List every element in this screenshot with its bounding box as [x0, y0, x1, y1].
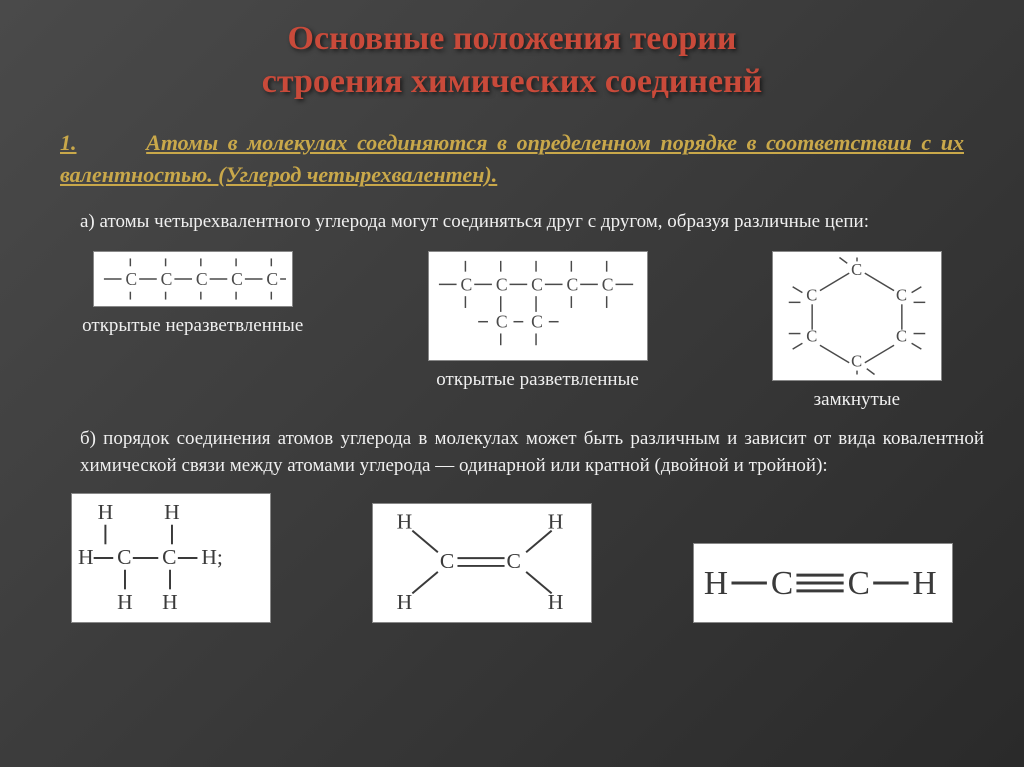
cyclic-chain-label: замкнутые [814, 389, 900, 412]
double-bond-diagram: H H C C H H [372, 503, 592, 623]
svg-text:C: C [507, 549, 521, 573]
svg-text:C: C [125, 269, 137, 289]
branched-chain-label: открытые разветвленные [436, 369, 639, 392]
subpoint-a: а) атомы четырехвалентного углерода могу… [0, 201, 1024, 242]
svg-text:C: C [160, 269, 172, 289]
svg-text:C: C [896, 286, 907, 305]
svg-text:C: C [851, 260, 862, 279]
svg-text:H: H [97, 500, 113, 524]
svg-text:C: C [440, 549, 454, 573]
svg-text:C: C [531, 312, 543, 332]
svg-text:H: H [704, 565, 728, 602]
svg-text:C: C [806, 286, 817, 305]
cyclic-chain-diagram: C C C C C C [772, 251, 942, 381]
svg-text:C: C [117, 545, 131, 569]
svg-text:C: C [495, 312, 507, 332]
svg-text:H: H [78, 545, 94, 569]
branched-chain-diagram: C C C C C [428, 251, 648, 361]
svg-text:C: C [566, 275, 578, 295]
svg-text:H: H [397, 510, 413, 534]
svg-text:C: C [531, 275, 543, 295]
svg-text:C: C [196, 269, 208, 289]
svg-text:H: H [913, 565, 937, 602]
bond-diagrams-row: H H H C C H; H H H H [0, 487, 1024, 623]
svg-text:C: C [601, 275, 613, 295]
principle-1: 1. Атомы в молекулах соединяются в опред… [0, 113, 1024, 201]
svg-text:C: C [851, 352, 862, 371]
svg-text:C: C [266, 269, 278, 289]
svg-text:C: C [460, 275, 472, 295]
svg-text:H: H [117, 590, 133, 614]
svg-text:H: H [548, 590, 564, 614]
svg-text:H: H [162, 590, 178, 614]
svg-text:H: H [164, 500, 180, 524]
svg-text:C: C [495, 275, 507, 295]
svg-text:C: C [231, 269, 243, 289]
svg-text:H;: H; [201, 545, 223, 569]
title-line1: Основные положения теории [288, 20, 737, 57]
title-line2: строения химических соединенй [262, 63, 762, 100]
svg-text:H: H [548, 510, 564, 534]
subpoint-b: б) порядок соединения атомов углерода в … [0, 412, 1024, 487]
principle-text: Атомы в молекулах соединяются в определе… [60, 130, 964, 187]
linear-chain-col: C C C C C [82, 251, 303, 338]
chain-diagrams-row: C C C C C [0, 241, 1024, 412]
triple-bond-diagram: H C C H [693, 543, 953, 623]
svg-text:H: H [397, 590, 413, 614]
slide-title: Основные положения теории строения химич… [0, 0, 1024, 113]
cyclic-chain-col: C C C C C C [772, 251, 942, 412]
branched-chain-col: C C C C C [428, 251, 648, 392]
svg-text:C: C [771, 565, 793, 602]
principle-number: 1. [60, 130, 77, 155]
linear-chain-diagram: C C C C C [93, 251, 293, 307]
svg-text:C: C [162, 545, 176, 569]
svg-text:C: C [848, 565, 870, 602]
single-bond-diagram: H H H C C H; H H [71, 493, 271, 623]
linear-chain-label: открытые неразветвленные [82, 315, 303, 338]
